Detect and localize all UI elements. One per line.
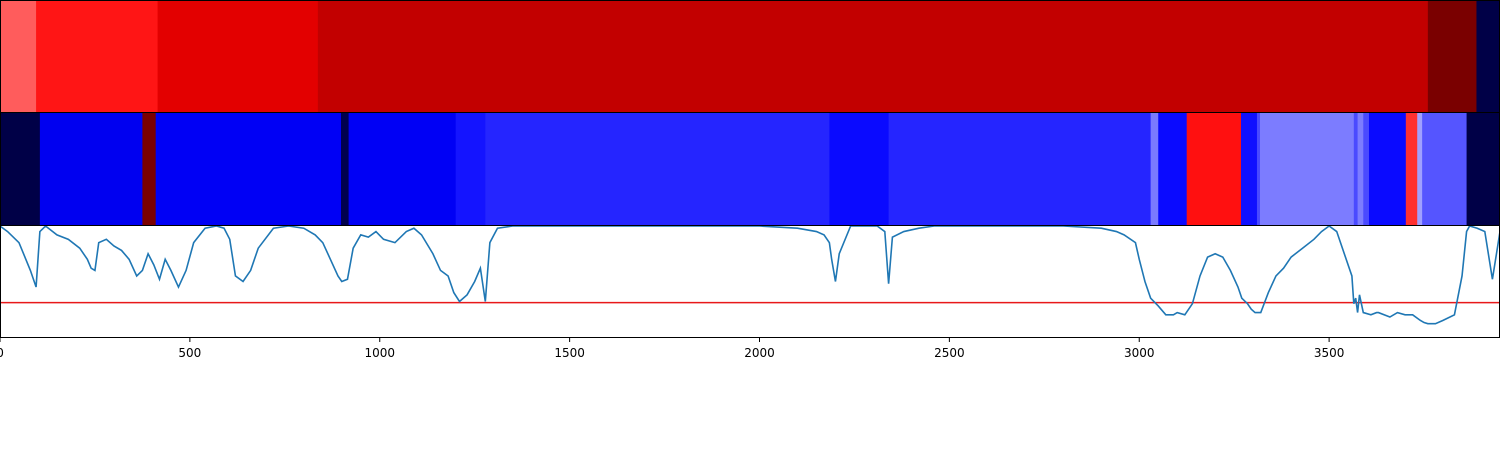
track-2-segment-10 [1151,113,1159,225]
track-2-segment-3 [156,113,342,225]
track-2-segment-12 [1187,113,1242,225]
track-1-segment-4 [1428,1,1477,112]
signal-line [0,226,1500,324]
track-1-heatmap [0,1,1500,112]
track-2-segment-13 [1241,113,1258,225]
track-2-segment-2 [142,113,156,225]
x-tick-label-1: 500 [178,346,201,360]
x-tick-label-2: 1000 [364,346,395,360]
track-1-segment-5 [1476,1,1500,112]
track-2-segment-4 [341,113,349,225]
track-2-segment-7 [485,113,830,225]
track-2-segment-23 [1467,113,1500,225]
track-2-segment-11 [1158,113,1187,225]
track-2-segment-5 [349,113,457,225]
track-2-segment-9 [889,113,1152,225]
track-2-segment-17 [1358,113,1364,225]
line-panel-frame [1,226,1500,338]
track-2-segment-15 [1260,113,1354,225]
track-2-segment-18 [1363,113,1369,225]
x-axis: 0 500 1000 1500 2000 2500 3000 3500 [0,338,1344,360]
track-2-segment-20 [1406,113,1418,225]
track-1-segment-3 [318,1,1429,112]
line-panel [0,226,1500,324]
track-2-segment-0 [0,113,40,225]
track-2-segment-1 [40,113,143,225]
track-2-segment-21 [1417,113,1423,225]
track-2-heatmap [0,113,1500,225]
track-2-segment-22 [1422,113,1467,225]
x-tick-label-3: 1500 [554,346,585,360]
track-1-segment-0 [0,1,37,112]
track-2-segment-6 [456,113,486,225]
track-1-segment-2 [158,1,319,112]
x-tick-label-4: 2000 [744,346,775,360]
x-tick-label-5: 2500 [934,346,965,360]
track-2-segment-19 [1369,113,1406,225]
track-2-segment-8 [829,113,889,225]
track-1-segment-1 [36,1,158,112]
track-2-segment-16 [1354,113,1358,225]
x-tick-label-6: 3000 [1124,346,1155,360]
x-tick-label-7: 3500 [1314,346,1345,360]
x-tick-label-0: 0 [0,346,4,360]
